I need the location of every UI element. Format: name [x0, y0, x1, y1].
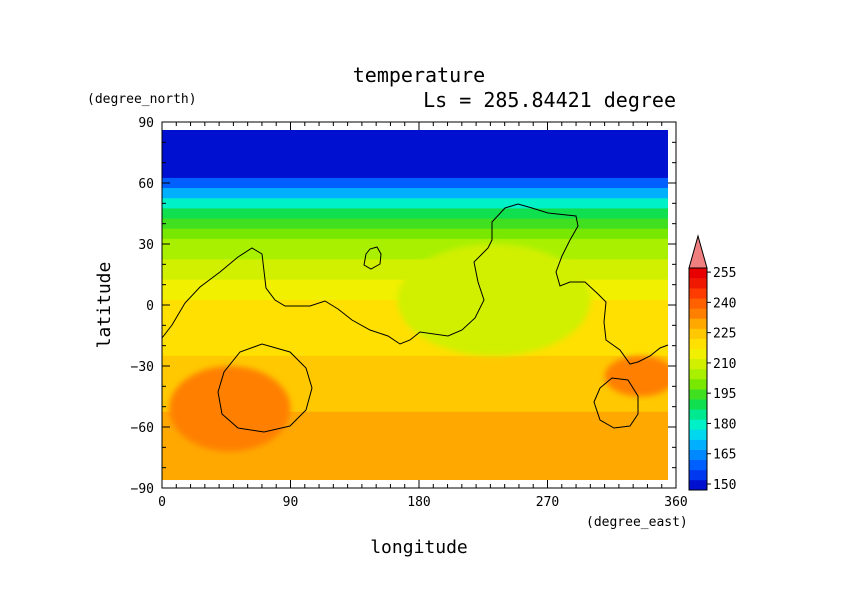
field-band: [162, 147, 668, 169]
field-band: [162, 228, 668, 240]
chart-title: temperature: [353, 63, 485, 87]
colorbar-swatch: [689, 379, 707, 390]
x-axis: 0 90 180 270 360: [158, 122, 688, 510]
contour-east-basin: [593, 377, 639, 429]
y-axis-label: latitude: [94, 262, 115, 349]
colorbar-border: [688, 267, 708, 491]
contour-continent: [161, 203, 669, 365]
field-band: [162, 259, 668, 270]
colorbar-swatch: [689, 479, 707, 491]
colorbar-label: 240: [713, 296, 736, 311]
y-tick-label: −30: [131, 360, 154, 375]
colorbar-label: 165: [713, 448, 736, 463]
colorbar-label: 210: [713, 357, 736, 372]
colorbar-swatch: [689, 298, 707, 309]
contour-west-basin: [217, 343, 313, 433]
temperature-field: [162, 130, 668, 480]
colorbar: 255 240 225 210 195 180 165 150: [688, 234, 736, 493]
y-axis-unit: (degree_north): [87, 92, 197, 107]
colorbar-label: 180: [713, 417, 736, 432]
colorbar-label: 255: [713, 266, 736, 281]
colorbar-label: 150: [713, 478, 736, 493]
field-patch: [397, 243, 591, 356]
chart-subtitle: Ls = 285.84421 degree: [423, 88, 676, 112]
colorbar-swatch: [689, 308, 707, 319]
x-tick-label: 90: [283, 495, 299, 510]
colorbar-swatch: [689, 399, 707, 410]
field-band: [162, 218, 668, 230]
colorbar-label: 225: [713, 327, 736, 342]
field-band: [162, 188, 668, 199]
colorbar-swatch: [689, 318, 707, 329]
field-band: [162, 238, 668, 250]
colorbar-overflow-arrow: [688, 234, 708, 269]
y-tick-label: 60: [138, 177, 154, 192]
x-tick-label: 360: [664, 495, 687, 510]
colorbar-swatch: [689, 288, 707, 299]
x-tick-label: 0: [158, 495, 166, 510]
colorbar-swatch: [689, 449, 707, 461]
colorbar-label: 195: [713, 387, 736, 402]
colorbar-swatch: [689, 358, 707, 370]
x-tick-label: 270: [536, 495, 559, 510]
x-axis-unit: (degree_east): [586, 515, 688, 530]
y-tick-label: 0: [146, 299, 154, 314]
y-tick-label: 30: [138, 238, 154, 253]
field-band: [162, 130, 668, 148]
field-band: [162, 198, 668, 209]
field-band: [162, 467, 668, 480]
field-patch: [604, 355, 668, 397]
colorbar-swatch: [689, 469, 707, 481]
colorbar-swatch: [689, 328, 707, 339]
colorbar-swatch: [689, 278, 707, 289]
colorbar-swatch: [689, 419, 707, 430]
colorbar-swatch: [689, 368, 707, 380]
x-tick-label: 180: [407, 495, 430, 510]
colorbar-swatch: [689, 409, 707, 420]
field-band: [162, 249, 668, 260]
field-band: [162, 177, 668, 189]
y-axis: 90 60 30 0 −30 −60 −90: [131, 116, 676, 497]
colorbar-swatch: [689, 348, 707, 360]
colorbar-swatch: [689, 439, 707, 450]
y-tick-label: 90: [138, 116, 154, 131]
colorbar-swatch: [689, 268, 707, 279]
x-axis-label: longitude: [370, 537, 468, 558]
field-band: [162, 208, 668, 220]
topography-contours: [161, 203, 669, 433]
colorbar-swatch: [689, 389, 707, 400]
colorbar-swatch: [689, 429, 707, 440]
y-tick-label: −90: [131, 482, 154, 497]
field-band: [162, 167, 668, 179]
colorbar-swatch: [689, 459, 707, 471]
contour-small-north: [363, 246, 382, 270]
field-patch: [169, 366, 291, 452]
colorbar-swatch: [689, 338, 707, 350]
y-tick-label: −60: [131, 421, 154, 436]
